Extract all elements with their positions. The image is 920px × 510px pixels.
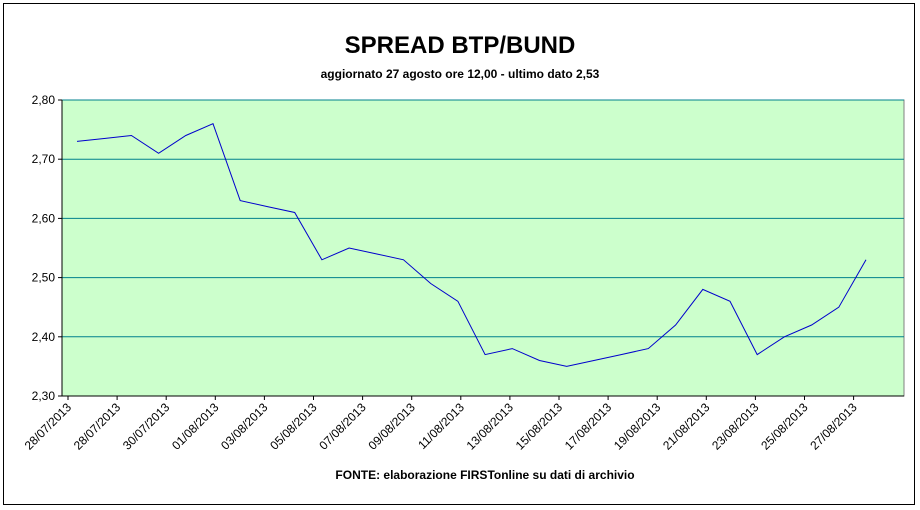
data-point — [185, 135, 187, 137]
data-point — [484, 354, 486, 356]
data-point — [321, 259, 323, 261]
data-point — [158, 152, 160, 154]
chart-subtitle: aggiornato 27 agosto ore 12,00 - ultimo … — [320, 67, 600, 81]
data-point — [375, 253, 377, 255]
x-tick-label: 07/08/2013 — [316, 400, 369, 453]
y-tick-labels: 2,30 2,40 2,50 2,60 2,70 2,80 — [32, 93, 56, 403]
data-point — [838, 306, 840, 308]
x-tick-labels: 28/07/201328/07/201330/07/201301/08/2013… — [22, 400, 860, 453]
data-point — [457, 300, 459, 302]
x-tick-label: 05/08/2013 — [267, 400, 320, 453]
x-tick-label: 11/08/2013 — [415, 400, 467, 452]
data-point — [647, 348, 649, 350]
x-tick-label: 28/07/2013 — [22, 400, 75, 453]
y-tick-label: 2,60 — [32, 211, 56, 225]
chart-title: SPREAD BTP/BUND — [344, 32, 576, 59]
x-tick-label: 23/08/2013 — [709, 400, 762, 453]
data-point — [702, 288, 704, 290]
data-point — [294, 211, 296, 213]
data-point — [348, 247, 350, 249]
plot-area — [61, 99, 905, 397]
x-tick-label: 28/07/2013 — [71, 400, 124, 453]
y-tick-label: 2,30 — [32, 389, 56, 403]
x-tick-label: 21/08/2013 — [660, 400, 713, 453]
series-line — [76, 123, 867, 367]
data-point — [865, 259, 867, 261]
y-tick-label: 2,80 — [32, 93, 56, 107]
data-point — [402, 259, 404, 261]
x-tick-label: 30/07/2013 — [120, 400, 173, 453]
data-point — [783, 336, 785, 338]
y-tick-label: 2,40 — [32, 330, 56, 344]
data-point — [729, 300, 731, 302]
x-tick-label: 03/08/2013 — [218, 400, 271, 453]
data-point — [103, 137, 105, 139]
x-tick-label: 25/08/2013 — [758, 400, 811, 453]
data-point — [266, 206, 268, 208]
data-point — [430, 283, 432, 285]
data-point — [212, 123, 214, 125]
data-point — [675, 324, 677, 326]
y-tick-label: 2,50 — [32, 271, 56, 285]
x-tick-label: 09/08/2013 — [365, 400, 418, 453]
data-point — [593, 359, 595, 361]
data-point — [539, 359, 541, 361]
gridlines — [62, 99, 904, 338]
source-note: FONTE: elaborazione FIRSTonline su dati … — [335, 468, 635, 482]
data-point — [511, 348, 513, 350]
data-point — [566, 365, 568, 367]
data-point — [76, 140, 78, 142]
data-point — [239, 200, 241, 202]
data-point — [130, 135, 132, 137]
x-tick-label: 27/08/2013 — [807, 400, 860, 453]
y-tick-label: 2,70 — [32, 152, 56, 166]
data-point — [811, 324, 813, 326]
x-tick-label: 15/08/2013 — [513, 400, 566, 453]
data-point — [756, 354, 758, 356]
x-tick-label: 01/08/2013 — [169, 400, 222, 453]
x-tick-label: 19/08/2013 — [611, 400, 664, 453]
x-tick-label: 13/08/2013 — [464, 400, 517, 453]
x-tick-label: 17/08/2013 — [562, 400, 615, 453]
data-point — [620, 354, 622, 356]
axes — [58, 99, 904, 400]
